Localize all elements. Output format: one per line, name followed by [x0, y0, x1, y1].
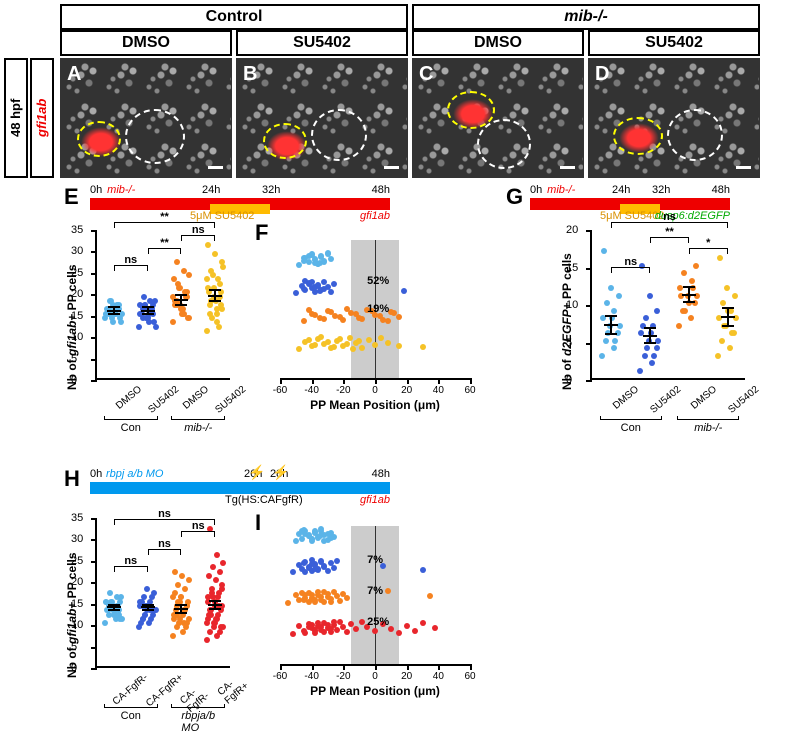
- header-dmso-2: DMSO: [412, 30, 584, 56]
- side-stage: 48 hpf: [4, 58, 28, 178]
- header-row: Control mib-/-: [60, 4, 760, 30]
- panel-b-label: B: [243, 63, 257, 86]
- panel-a: A: [60, 58, 232, 178]
- header-su-1: SU5402: [236, 30, 408, 56]
- sub-header-row: DMSO SU5402 DMSO SU5402: [60, 30, 760, 56]
- panel-d-label: D: [595, 63, 609, 86]
- panel-d: D: [588, 58, 760, 178]
- plot-h: 05101520253035Nb of gfi1ab+ PP cellsCA-F…: [65, 518, 230, 678]
- plot-f: -60-40-200204060PP Mean Position (μm)52%…: [280, 240, 480, 400]
- side-labels: 48 hpf gfi1ab: [4, 58, 28, 178]
- panel-tag-h: H: [64, 466, 80, 492]
- header-control: Control: [60, 4, 408, 30]
- image-panels: A B C D: [60, 58, 760, 178]
- panel-b: B: [236, 58, 408, 178]
- plot-g: 05101520Nb of d2EGFP+ PP cellsDMSOSU5402…: [560, 230, 745, 390]
- panel-tag-g: G: [506, 184, 523, 210]
- plot-e: 05101520253035Nb of gfi1ab+ PP cellsDMSO…: [65, 230, 230, 390]
- panel-tag-e: E: [64, 184, 79, 210]
- timeline-e: 0h mib-/- 24h 32h 48h 5μM SU5402 gfi1ab: [90, 184, 390, 224]
- timeline-h: 0h rbpj a/b MO 26h 28h 48h ⚡ ⚡ Tg(HS:CAF…: [90, 468, 390, 508]
- panel-c-label: C: [419, 63, 433, 86]
- panel-c: C: [412, 58, 584, 178]
- header-su-2: SU5402: [588, 30, 760, 56]
- side-probe: gfi1ab: [30, 58, 54, 178]
- timeline-g: 0h mib-/- 24h 32h 48h 5μM SU5402 dusp6:d…: [530, 184, 730, 224]
- panel-a-label: A: [67, 63, 81, 86]
- plot-i: -60-40-200204060PP Mean Position (μm)7%7…: [280, 526, 480, 686]
- header-dmso-1: DMSO: [60, 30, 232, 56]
- panel-tag-i: I: [255, 510, 261, 536]
- header-mib: mib-/-: [412, 4, 760, 30]
- panel-tag-f: F: [255, 220, 268, 246]
